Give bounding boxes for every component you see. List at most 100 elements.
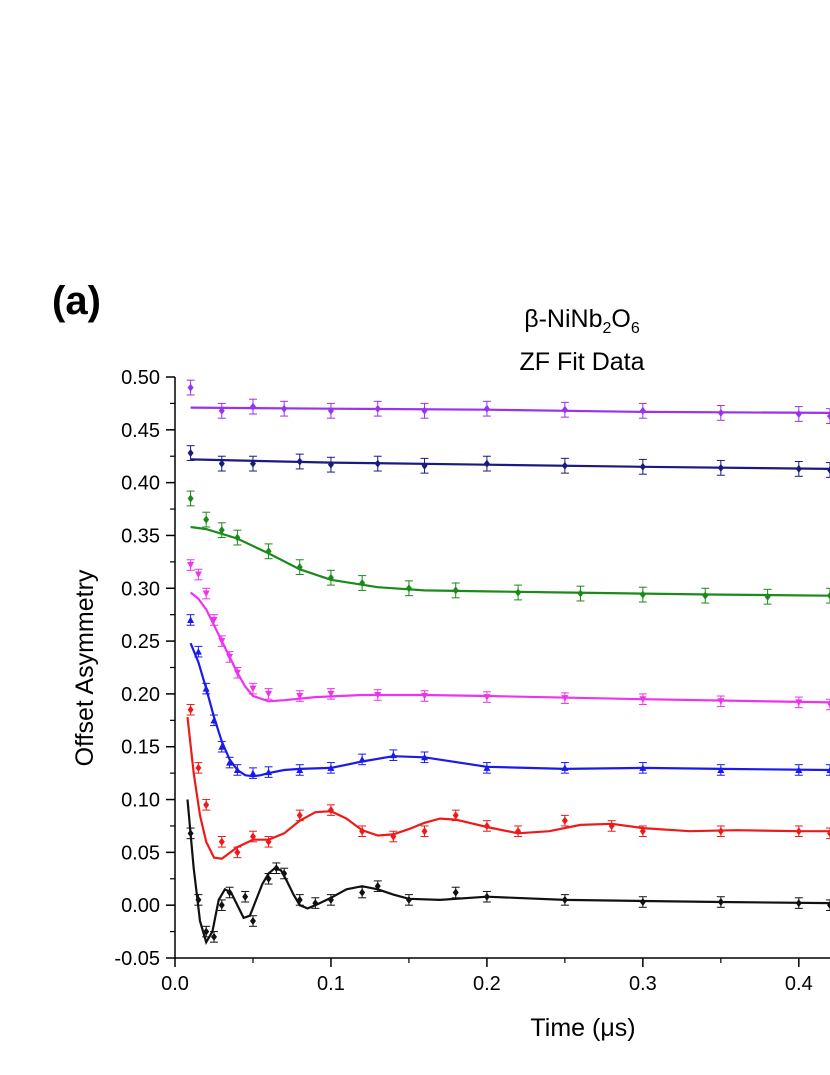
data-point <box>202 685 210 692</box>
data-point <box>218 743 226 750</box>
y-tick-label: 0.30 <box>121 578 160 600</box>
data-point <box>249 459 256 468</box>
data-point <box>795 699 803 706</box>
y-tick-label: 0.20 <box>121 684 160 706</box>
data-point <box>265 874 272 883</box>
data-point <box>281 404 288 413</box>
series-group <box>186 379 830 424</box>
data-point <box>561 461 568 470</box>
fit-line <box>190 458 830 470</box>
data-point <box>795 409 802 418</box>
data-point <box>226 653 234 661</box>
data-point <box>233 669 241 677</box>
data-point <box>577 589 584 598</box>
x-tick-label: 0.3 <box>629 973 657 995</box>
data-point <box>249 917 256 926</box>
y-tick-label: 0.00 <box>121 895 160 917</box>
data-point <box>187 705 194 714</box>
data-point <box>639 827 646 836</box>
data-point <box>359 578 366 587</box>
data-point <box>717 827 724 836</box>
data-point <box>389 751 397 759</box>
data-point <box>327 806 334 815</box>
data-point <box>194 648 202 655</box>
data-point <box>218 526 225 535</box>
data-point <box>717 408 724 417</box>
data-point <box>374 691 382 699</box>
data-point <box>296 563 303 572</box>
data-point <box>764 592 771 601</box>
data-point <box>265 690 273 698</box>
data-point <box>327 690 335 698</box>
data-point <box>218 459 225 468</box>
data-point <box>296 895 303 904</box>
data-point <box>202 590 210 598</box>
y-tick-label: 0.10 <box>121 790 160 812</box>
data-point <box>561 816 568 825</box>
data-point <box>561 764 569 771</box>
data-point <box>249 769 257 777</box>
data-point <box>249 832 256 841</box>
data-point <box>210 716 218 724</box>
data-point <box>421 461 428 470</box>
data-point <box>483 404 490 413</box>
data-point <box>608 821 615 830</box>
data-point <box>249 402 256 411</box>
x-tick-label: 0.0 <box>161 973 189 995</box>
data-point <box>795 827 802 836</box>
y-tick-label: 0.05 <box>121 842 160 864</box>
data-point <box>702 591 709 600</box>
data-point <box>515 827 522 836</box>
data-point <box>281 869 288 878</box>
data-point <box>327 573 334 582</box>
y-axis-label: Offset Asymmetry <box>71 569 99 766</box>
data-point <box>226 888 233 897</box>
fit-line <box>189 591 830 704</box>
data-point <box>639 898 646 907</box>
data-point <box>795 766 803 773</box>
y-tick-label: 0.15 <box>121 737 160 759</box>
data-point <box>374 404 381 413</box>
data-point <box>452 586 459 595</box>
data-point <box>405 895 412 904</box>
data-point <box>218 638 226 645</box>
data-point <box>483 892 490 901</box>
series-group <box>186 559 830 711</box>
data-point <box>265 547 272 556</box>
data-point <box>452 888 459 897</box>
data-point <box>218 901 225 910</box>
data-point <box>359 888 366 897</box>
data-point <box>296 766 304 773</box>
x-tick-label: 0.1 <box>317 973 345 995</box>
data-point <box>195 763 202 772</box>
fit-line <box>189 642 830 778</box>
data-point <box>827 412 830 421</box>
data-point <box>265 837 272 846</box>
data-point <box>187 829 194 838</box>
data-point <box>639 462 646 471</box>
data-point <box>296 457 303 466</box>
fit-line <box>186 716 830 860</box>
data-point <box>218 837 225 846</box>
data-point <box>483 764 491 771</box>
data-point <box>187 616 195 623</box>
data-point <box>374 459 381 468</box>
y-tick-label: 0.45 <box>121 420 160 442</box>
data-point <box>405 584 412 593</box>
data-point <box>827 465 830 474</box>
data-point <box>827 901 830 910</box>
data-point <box>187 562 195 569</box>
data-point <box>421 827 428 836</box>
data-point <box>795 464 802 473</box>
data-point <box>826 766 830 773</box>
x-tick-label: 0.2 <box>473 973 501 995</box>
data-point <box>639 696 647 703</box>
data-point <box>561 895 568 904</box>
data-point <box>390 832 397 841</box>
data-point <box>195 895 202 904</box>
data-point <box>296 811 303 820</box>
data-point <box>296 693 304 700</box>
data-point <box>639 406 646 415</box>
data-point <box>233 766 241 773</box>
data-point <box>327 406 334 415</box>
